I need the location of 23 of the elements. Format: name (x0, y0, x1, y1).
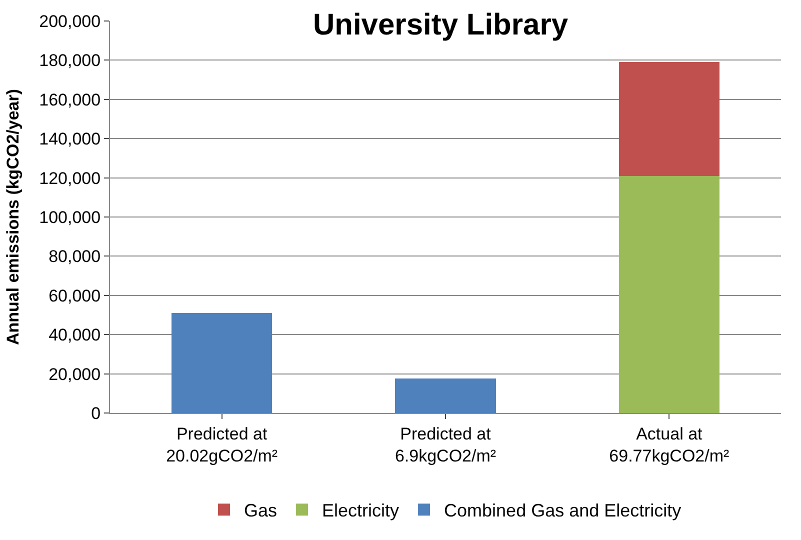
chart-title: University Library (312, 8, 568, 42)
x-tick-label: Predicted at 6.9kgCO2/m² (394, 424, 496, 466)
y-tick-label: 80,000 (48, 247, 101, 266)
bar (618, 176, 720, 413)
y-tick-label: 180,000 (39, 51, 101, 70)
bar (172, 313, 272, 413)
y-tick-label: 0 (91, 404, 101, 423)
y-tick-label: 40,000 (48, 326, 101, 345)
legend-label: Electricity (322, 500, 400, 521)
y-tick-label: 160,000 (39, 90, 101, 110)
x-tick-label: Actual at 69.77kgCO2/m² (609, 424, 730, 466)
x-tick-label: Predicted at 20.02gCO2/m² (166, 424, 278, 466)
bar (618, 62, 720, 176)
y-tick-label: 60,000 (48, 286, 101, 306)
y-tick-label: 140,000 (39, 130, 101, 149)
y-tick-label: 100,000 (39, 208, 101, 227)
legend-label: Combined Gas and Electricity (444, 500, 682, 521)
legend-label: Gas (244, 500, 278, 521)
y-axis-title: Annual emissions (kgCO2/year) (4, 88, 23, 346)
y-tick-label: 20,000 (48, 364, 101, 384)
bar (395, 378, 496, 413)
y-tick-label: 200,000 (39, 12, 101, 31)
y-tick-label: 120,000 (39, 168, 101, 188)
